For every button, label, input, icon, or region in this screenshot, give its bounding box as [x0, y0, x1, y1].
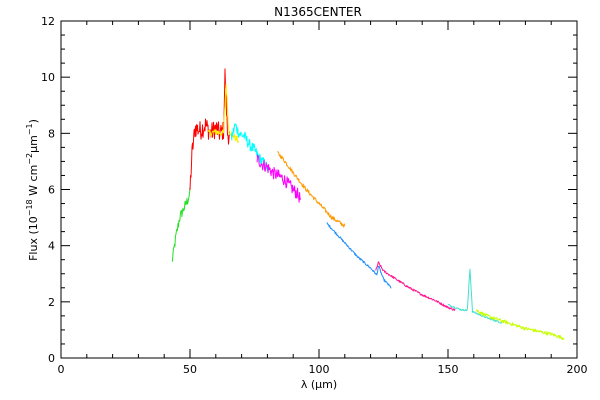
x-tick-label: 50 [183, 363, 197, 376]
chart-title: N1365CENTER [274, 5, 362, 19]
spectrum-segment-9 [447, 268, 503, 324]
x-tick-label: 0 [58, 363, 65, 376]
plot-frame [60, 20, 578, 359]
y-tick-label: 2 [48, 296, 55, 309]
y-tick-label: 10 [41, 71, 55, 84]
y-axis-label-exp3: −1 [25, 123, 34, 135]
spectrum-segment-1 [171, 187, 191, 262]
spectrum-segment-3 [207, 83, 240, 143]
spectrum-segment-6 [277, 150, 346, 228]
y-axis-label-prefix: Flux (10 [27, 216, 40, 261]
x-tick-label: 200 [567, 363, 588, 376]
y-tick-label: 6 [48, 184, 55, 197]
spectrum-segment-4 [230, 123, 271, 172]
x-tick-label: 100 [309, 363, 330, 376]
y-axis-label-exp1: −18 [25, 199, 34, 216]
spectrum-segment-8 [375, 261, 456, 311]
axis-ticks [60, 20, 578, 359]
y-tick-label: 12 [41, 15, 55, 28]
y-axis-label: Flux (10−18 W cm−2μm−1) [25, 119, 40, 261]
y-tick-label: 0 [48, 352, 55, 365]
x-tick-label: 150 [438, 363, 459, 376]
x-axis-label: λ (μm) [301, 378, 337, 391]
spectrum-segment-7 [326, 222, 392, 289]
axis-tick-labels: 0 50 100 150 200 0 2 4 6 8 10 12 [41, 15, 588, 376]
y-axis-label-exp2: −2 [25, 153, 34, 165]
y-axis-label-mid2: μm [27, 135, 40, 153]
series-layer [171, 68, 565, 340]
spectrum-segment-5 [256, 154, 302, 203]
y-axis-label-suffix: ) [27, 119, 40, 123]
y-axis-label-mid1: W cm [27, 165, 40, 200]
spectrum-segment-10 [475, 309, 565, 340]
y-tick-label: 8 [48, 127, 55, 140]
y-tick-label: 4 [48, 240, 55, 253]
